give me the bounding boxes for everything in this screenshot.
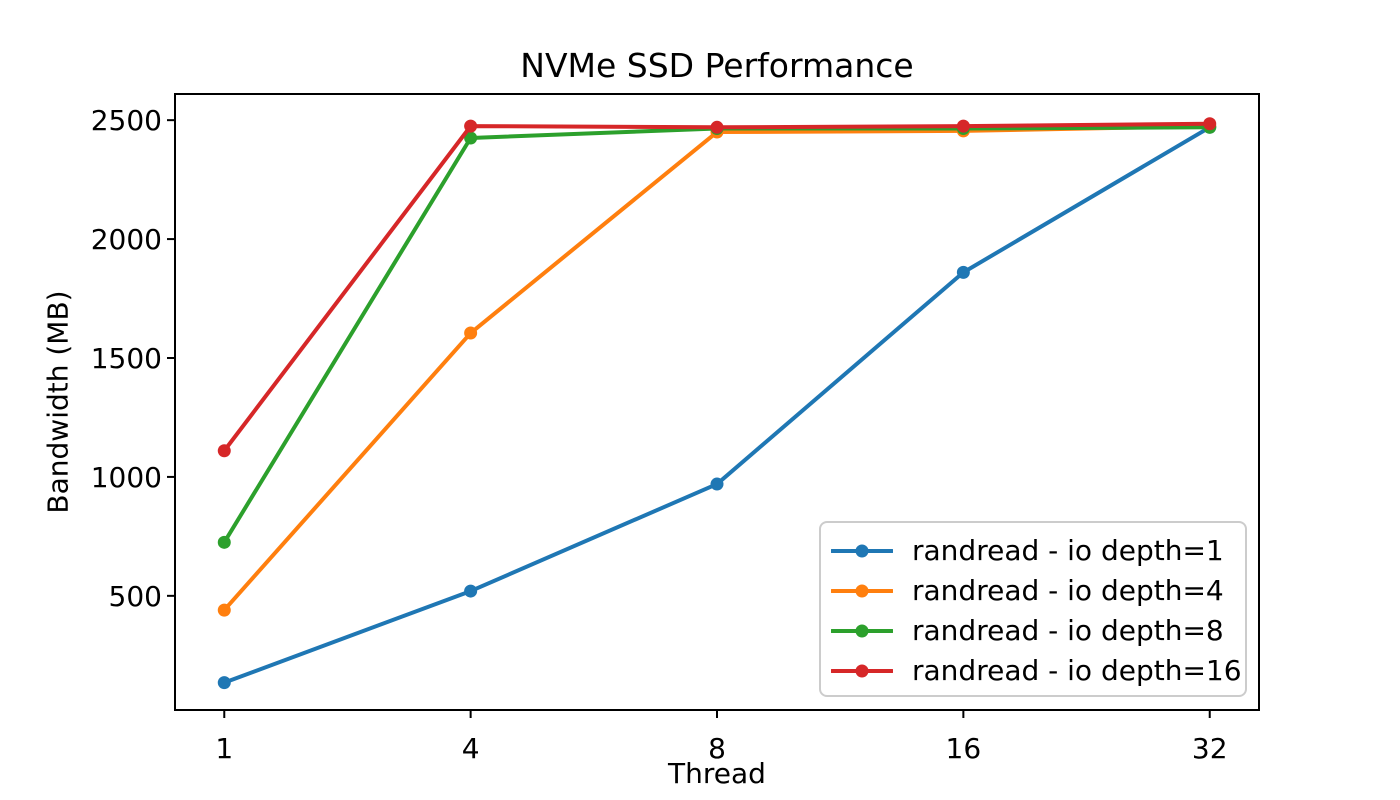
y-tick-label: 1000 bbox=[91, 461, 162, 494]
legend-item-randread-io-depth-4: randread - io depth=4 bbox=[831, 571, 1231, 611]
data-point bbox=[217, 444, 231, 458]
x-tick-label: 1 bbox=[215, 732, 233, 765]
legend-label: randread - io depth=1 bbox=[912, 534, 1224, 567]
series-randread-io-depth-16 bbox=[217, 117, 1217, 458]
legend-label: randread - io depth=16 bbox=[912, 654, 1242, 687]
legend-line-marker-icon bbox=[831, 664, 893, 678]
data-point bbox=[956, 119, 970, 133]
y-tick-label: 2500 bbox=[91, 104, 162, 137]
y-tick-label: 1500 bbox=[91, 342, 162, 375]
legend-label: randread - io depth=8 bbox=[912, 614, 1224, 647]
data-point bbox=[217, 676, 231, 690]
legend-item-randread-io-depth-8: randread - io depth=8 bbox=[831, 611, 1231, 651]
data-point bbox=[464, 131, 478, 145]
y-axis-label: Bandwidth (MB) bbox=[41, 290, 75, 514]
legend-line-marker-icon bbox=[831, 584, 893, 598]
data-point bbox=[1203, 117, 1217, 131]
x-tick-label: 32 bbox=[1192, 732, 1228, 765]
x-tick-label: 16 bbox=[946, 732, 982, 765]
legend-item-randread-io-depth-16: randread - io depth=16 bbox=[831, 651, 1242, 691]
y-tick-label: 500 bbox=[109, 580, 162, 613]
legend-item-randread-io-depth-1: randread - io depth=1 bbox=[831, 531, 1231, 571]
data-point bbox=[710, 120, 724, 134]
x-axis-label: Thread bbox=[668, 757, 766, 790]
data-point bbox=[217, 535, 231, 549]
y-tick-label: 2000 bbox=[91, 223, 162, 256]
x-tick-label: 8 bbox=[708, 732, 726, 765]
data-point bbox=[464, 119, 478, 133]
x-tick-label: 4 bbox=[462, 732, 480, 765]
legend-line-marker-icon bbox=[831, 544, 893, 558]
data-point bbox=[217, 603, 231, 617]
chart-title: NVMe SSD Performance bbox=[520, 46, 914, 85]
data-point bbox=[464, 584, 478, 598]
legend-line-marker-icon bbox=[831, 624, 893, 638]
legend: randread - io depth=1 randread - io depth… bbox=[819, 521, 1247, 697]
legend-label: randread - io depth=4 bbox=[912, 574, 1224, 607]
series-line bbox=[222, 121, 1212, 453]
data-point bbox=[464, 326, 478, 340]
data-point bbox=[710, 477, 724, 491]
data-point bbox=[956, 265, 970, 279]
